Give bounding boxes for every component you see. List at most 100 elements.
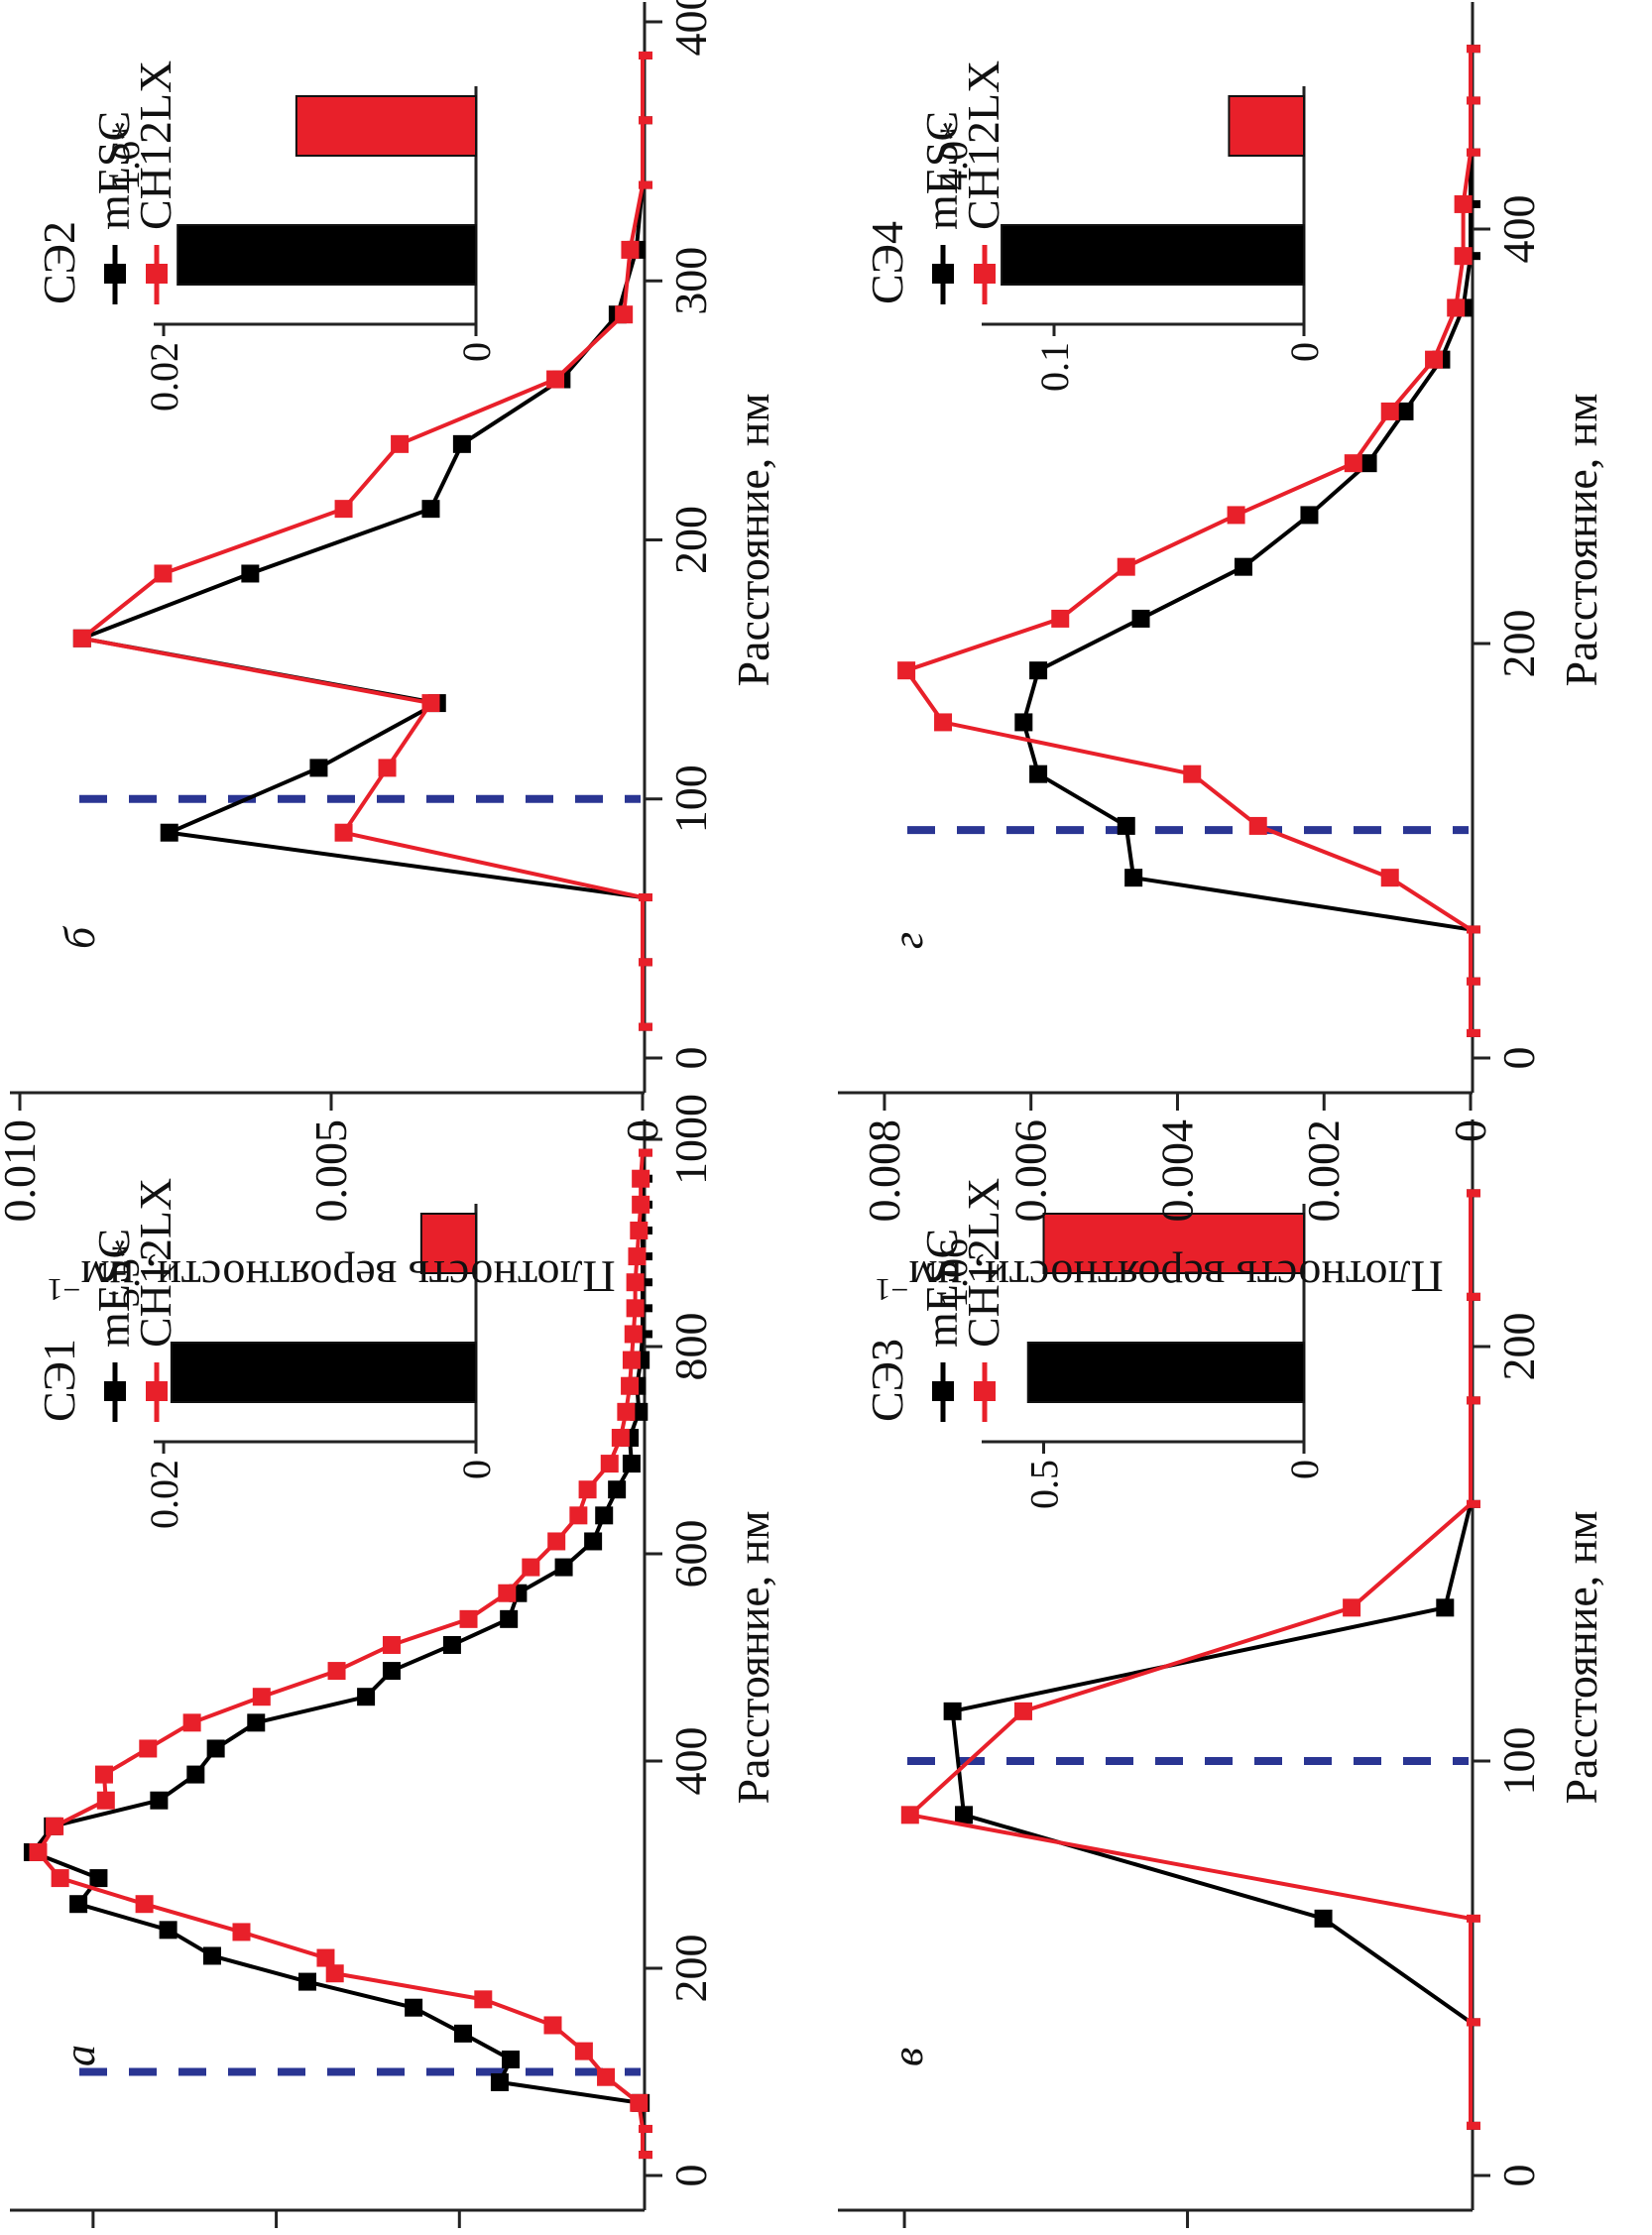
data-point-ch12lx (1425, 350, 1444, 369)
x-tick-label: 300 (665, 247, 716, 315)
x-axis-title: Расстояние, нм (728, 1511, 778, 1805)
data-point-ch12lx (632, 1169, 650, 1188)
inset-y-tick-label: 0 (454, 1460, 499, 1479)
inset-annotation: 4.0* (931, 121, 976, 190)
data-point-ch12lx (378, 759, 397, 777)
data-point-ch12lx (522, 1558, 540, 1577)
data-point-mesc (186, 1765, 205, 1784)
x-axis-title: Расстояние, нм (1556, 1511, 1606, 1805)
inset-y-tick-label: 0.5 (1022, 1460, 1067, 1509)
x-tick-label: 0 (1493, 2165, 1544, 2187)
data-point-ch12lx (626, 1273, 645, 1292)
data-point-ch12lx (900, 1806, 919, 1824)
data-point-mesc (442, 1635, 461, 1654)
x-tick-label: 200 (665, 1935, 716, 2003)
data-point-mesc (500, 1609, 519, 1628)
data-point-mesc (1014, 713, 1033, 732)
inset-bar-mesc (1001, 224, 1306, 286)
data-point-ch12lx (1248, 816, 1267, 835)
data-point-mesc (584, 1532, 603, 1551)
data-point-ch12lx (1454, 247, 1473, 266)
x-tick-label: 200 (665, 506, 716, 574)
data-point-mesc (955, 1806, 974, 1824)
legend-marker-ch12lx (974, 1381, 996, 1401)
inset-y-tick-label: 0 (1282, 1460, 1327, 1479)
data-point-ch12lx (1051, 609, 1070, 628)
data-point-ch12lx (1454, 194, 1473, 213)
y-axis-title: Плотность вероятности, нм−1 (875, 1251, 1443, 1308)
data-point-mesc (247, 1713, 266, 1732)
panel-letter: а (56, 2045, 104, 2066)
x-tick-label: 0 (665, 1047, 716, 1070)
legend-title: СЭ1 (34, 1339, 84, 1422)
data-point-mesc (89, 1869, 108, 1888)
data-point-mesc (1234, 557, 1252, 576)
panel-0: 020040060080010000.0010.0020.003Расстоян… (10, 1094, 778, 2228)
panel-letter: г (884, 932, 932, 949)
data-point-ch12lx (252, 1688, 271, 1706)
series-line-mesc (79, 55, 645, 1027)
y-tick-label: 0.005 (305, 1119, 356, 1223)
data-point-ch12lx (1380, 402, 1399, 420)
inset-annotation: 5.5* (103, 1238, 148, 1308)
data-point-ch12lx (1117, 557, 1135, 576)
data-point-ch12lx (624, 1325, 643, 1344)
data-point-ch12lx (1227, 506, 1245, 525)
data-point-ch12lx (1467, 1499, 1480, 1508)
data-point-ch12lx (232, 1923, 251, 1941)
data-point-ch12lx (1343, 1598, 1361, 1617)
data-point-ch12lx (639, 1022, 652, 1031)
data-point-ch12lx (46, 1817, 64, 1835)
inset-y-tick-label: 0.1 (1032, 342, 1077, 392)
legend-marker-ch12lx (974, 264, 996, 284)
data-point-mesc (1314, 1909, 1333, 1928)
data-point-ch12lx (547, 1532, 566, 1551)
inset-y-tick-label: 0.02 (142, 342, 186, 412)
data-point-ch12lx (1467, 2121, 1480, 2130)
inset-annotation: 1.06 (931, 1238, 976, 1308)
legend-marker-mesc (104, 264, 126, 284)
data-point-mesc (206, 1739, 225, 1758)
data-point-mesc (1436, 1598, 1455, 1617)
data-point-ch12lx (574, 2042, 593, 2060)
legend-marker-mesc (932, 264, 954, 284)
data-point-ch12lx (630, 2093, 649, 2112)
data-point-ch12lx (626, 1299, 645, 1318)
legend-label-mesc: mESC (916, 1229, 967, 1348)
data-point-ch12lx (546, 370, 565, 389)
inset-y-tick-label: 0 (454, 342, 499, 362)
data-point-ch12lx (1467, 977, 1480, 986)
data-point-ch12lx (597, 2067, 616, 2086)
x-tick-label: 1000 (665, 1094, 716, 1185)
data-point-ch12lx (182, 1713, 201, 1732)
x-axis-title: Расстояние, нм (1556, 394, 1606, 687)
data-point-mesc (69, 1895, 88, 1914)
legend-marker-mesc (932, 1381, 954, 1401)
data-point-ch12lx (316, 1948, 335, 1967)
data-point-ch12lx (615, 305, 634, 324)
data-point-ch12lx (639, 180, 652, 189)
data-point-ch12lx (135, 1895, 154, 1914)
inset-annotation: 1.6* (103, 121, 148, 190)
inset-bar-ch12lx (295, 95, 477, 157)
legend-title: СЭ2 (34, 221, 84, 304)
x-tick-label: 200 (1493, 1313, 1544, 1381)
y-tick-label: 0 (1445, 1119, 1495, 1142)
data-point-mesc (382, 1662, 401, 1681)
data-point-ch12lx (1467, 1028, 1480, 1037)
data-point-ch12lx (569, 1506, 588, 1525)
data-point-ch12lx (29, 1842, 48, 1861)
data-point-mesc (160, 823, 178, 842)
y-tick-label: 0.008 (859, 1119, 909, 1223)
y-tick-label: 0.002 (1298, 1119, 1349, 1223)
y-tick-label: 0.010 (0, 1119, 45, 1223)
data-point-ch12lx (621, 240, 640, 259)
data-point-mesc (150, 1791, 169, 1810)
legend-marker-ch12lx (146, 264, 168, 284)
x-tick-label: 400 (665, 0, 716, 57)
data-point-ch12lx (1013, 1702, 1032, 1720)
data-point-ch12lx (139, 1739, 158, 1758)
data-point-ch12lx (474, 1990, 493, 2009)
